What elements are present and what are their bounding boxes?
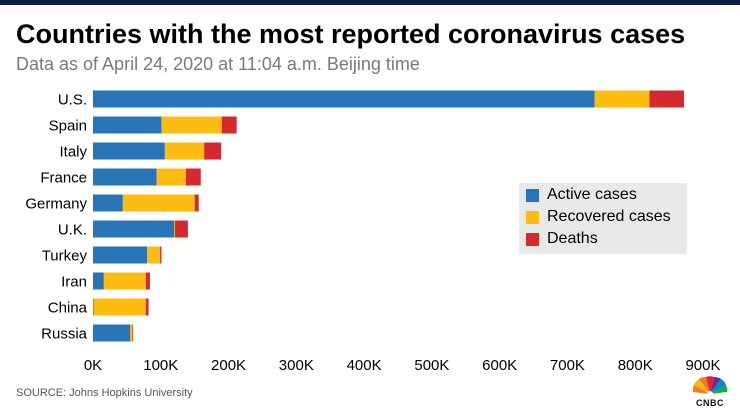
bar-u-k-recovered (174, 220, 176, 238)
bar-turkey-deaths (160, 246, 162, 264)
x-tick-label-700k: 700K (550, 357, 585, 374)
legend-label-active: Active cases (547, 186, 637, 203)
x-tick-label-500k: 500K (414, 357, 449, 374)
category-label-u-s: U.S. (58, 92, 87, 109)
cnbc-peacock-logo (692, 376, 728, 397)
x-tick-label-300k: 300K (279, 357, 314, 374)
category-label-italy: Italy (59, 144, 87, 161)
x-tick-label-800k: 800K (618, 357, 653, 374)
category-label-spain: Spain (49, 118, 87, 135)
category-label-iran: Iran (61, 274, 87, 291)
x-tick-label-900k: 900K (685, 357, 720, 374)
source-note: SOURCE: Johns Hopkins University (16, 387, 193, 399)
bar-france-active (93, 168, 157, 186)
bar-turkey-active (93, 246, 148, 264)
bar-russia-recovered (130, 324, 133, 342)
x-tick-label-0k: 0K (84, 357, 102, 374)
bar-france-deaths (185, 168, 201, 186)
bar-u-s-deaths (649, 90, 685, 108)
top-accent-bar (0, 0, 740, 5)
bar-china-deaths (145, 298, 149, 316)
bar-germany-active (93, 194, 123, 212)
legend-item-deaths: Deaths (526, 229, 598, 249)
x-tick-label-100k: 100K (143, 357, 178, 374)
bar-iran-deaths (145, 272, 150, 290)
bar-italy-deaths (204, 142, 222, 160)
x-tick-label-600k: 600K (482, 357, 517, 374)
chart-subtitle: Data as of April 24, 2020 at 11:04 a.m. … (16, 54, 420, 74)
chart-title: Countries with the most reported coronav… (16, 19, 686, 49)
category-label-u-k: U.K. (58, 222, 87, 239)
category-label-russia: Russia (41, 326, 88, 343)
legend-label-recovered: Recovered cases (547, 208, 671, 225)
bar-spain-deaths (221, 116, 237, 134)
legend-label-deaths: Deaths (547, 230, 598, 247)
category-label-germany: Germany (25, 196, 87, 213)
bar-u-s-recovered (594, 90, 650, 108)
bar-iran-active (93, 272, 104, 290)
bar-china-recovered (93, 298, 146, 316)
bar-germany-recovered (122, 194, 195, 212)
bar-france-recovered (156, 168, 186, 186)
category-label-china: China (48, 300, 88, 317)
legend-swatch-active (526, 188, 539, 202)
bar-china-active (93, 298, 94, 316)
bar-u-k-deaths (175, 220, 188, 238)
bar-russia-active (93, 324, 131, 342)
x-tick-label-200k: 200K (211, 357, 246, 374)
category-label-france: France (40, 170, 87, 187)
bar-italy-recovered (164, 142, 205, 160)
legend-item-recovered: Recovered cases (526, 207, 671, 227)
bar-spain-active (93, 116, 162, 134)
bar-turkey-recovered (147, 246, 161, 264)
bar-iran-recovered (103, 272, 146, 290)
legend-item-active: Active cases (526, 185, 637, 205)
bar-italy-active (93, 142, 165, 160)
brand-wordmark: CNBC (696, 398, 724, 408)
chart-legend: Active cases Recovered cases Deaths (519, 183, 687, 254)
bar-u-s-active (93, 90, 595, 108)
bar-russia-deaths (132, 324, 133, 342)
bar-u-k-active (93, 220, 175, 238)
legend-swatch-recovered (526, 210, 539, 224)
x-tick-label-400k: 400K (347, 357, 382, 374)
bar-germany-deaths (194, 194, 199, 212)
category-label-turkey: Turkey (42, 248, 88, 265)
bar-spain-recovered (161, 116, 222, 134)
legend-swatch-deaths (526, 232, 539, 246)
